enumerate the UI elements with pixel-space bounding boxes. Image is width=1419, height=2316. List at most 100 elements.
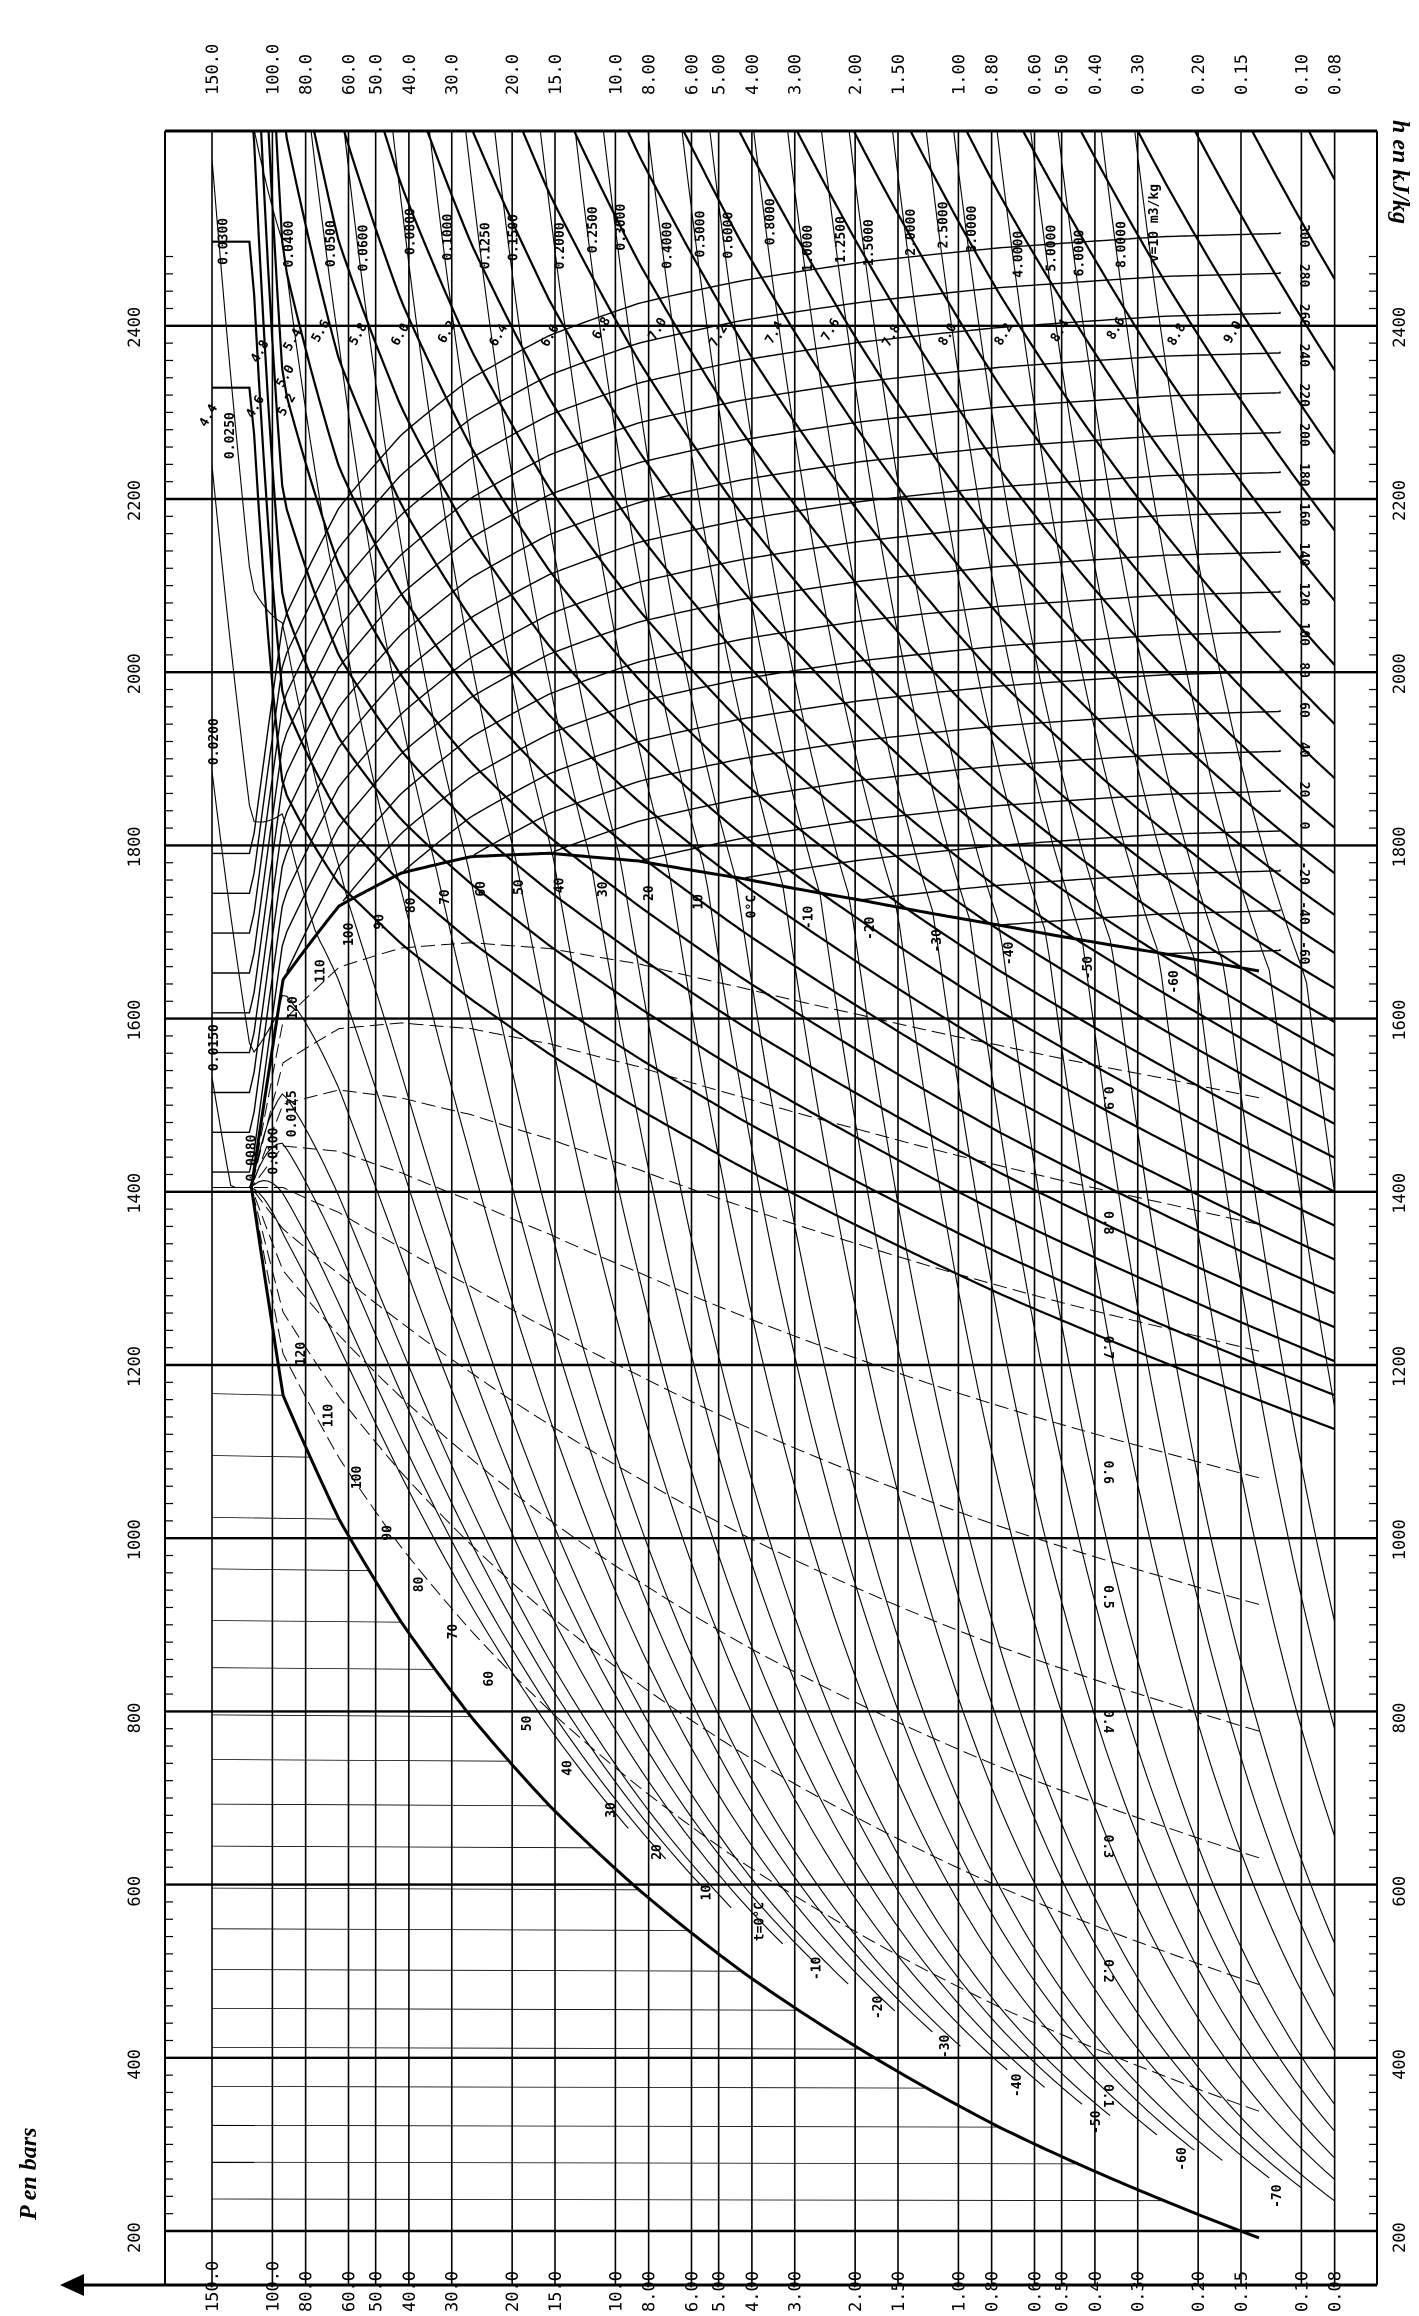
specific-volume-label: 0.0200 <box>207 718 222 765</box>
pressure-tick-label-top: 6.00 <box>682 54 702 95</box>
saturated-vapor-line <box>249 851 1260 1188</box>
saturation-temperature-label-vapor: 60 <box>474 881 489 897</box>
saturated-liquid-line <box>249 1187 1260 2240</box>
quality-label: 0.5 <box>1100 1585 1115 1608</box>
isentrope <box>312 131 1336 1193</box>
saturation-temperature-label: 20 <box>650 1844 665 1860</box>
enthalpy-tick-label-left: 1200 <box>125 1346 145 1387</box>
liquid-isotherm <box>211 2047 861 2050</box>
axes: P en bars h en kJ/kg <box>16 120 1413 2296</box>
saturation-temperature-label: -40 <box>1010 2073 1025 2097</box>
isotherm-label: 180 <box>1296 463 1311 487</box>
pressure-tick-label-top: 0.80 <box>983 54 1003 95</box>
saturation-temperature-label: 40 <box>561 1760 576 1776</box>
saturation-temperature-label: -20 <box>871 1995 886 2019</box>
isochore <box>848 131 1336 2105</box>
isochore <box>681 131 1303 2189</box>
specific-volume-label: 0.6000 <box>722 212 737 259</box>
specific-volume-label: 0.0125 <box>285 1090 300 1137</box>
quality-label: 0.2 <box>1100 1959 1115 1982</box>
specific-volume-label: 0.1250 <box>478 222 493 269</box>
pressure-tick-label-top: 10.0 <box>606 54 626 95</box>
isotherm-label: 0 <box>1296 822 1311 830</box>
isotherm-label: -40 <box>1296 901 1311 925</box>
pressure-tick-label-bottom: 4.00 <box>743 2271 763 2312</box>
isentrope <box>965 131 1336 666</box>
labels: 150.0150.0100.0100.080.080.060.060.050.0… <box>125 44 1410 2312</box>
saturation-temperature-label: 80 <box>412 1576 427 1592</box>
enthalpy-tick-label-right: 800 <box>1390 1703 1410 1734</box>
specific-volume-label: 4.0000 <box>1012 231 1027 278</box>
isochore <box>211 771 784 1945</box>
entropy-label: 5.0 <box>273 362 298 390</box>
isotherm-label: -60 <box>1296 941 1311 965</box>
pressure-tick-label-top: 0.50 <box>1053 54 1073 95</box>
isentrope <box>682 131 1336 916</box>
isotherm-superheated <box>212 232 1281 855</box>
pressure-tick-label-top: 0.30 <box>1129 54 1149 95</box>
enthalpy-tick-label-left: 2200 <box>125 480 145 521</box>
isochore <box>925 131 1336 1998</box>
pressure-tick-label-bottom: 0.10 <box>1292 2271 1312 2312</box>
isotherm-label: 100 <box>1296 622 1311 646</box>
isotherm-label: 80 <box>1296 662 1311 678</box>
saturation-temperature-label: 120 <box>294 1342 309 1366</box>
specific-volume-label: 0.4000 <box>661 222 676 269</box>
y-axis-title: P en bars <box>16 2128 42 2221</box>
saturation-temperature-label: 70 <box>446 1624 461 1640</box>
liquid-isotherm <box>211 1455 311 1458</box>
enthalpy-tick-label-left: 200 <box>125 2222 145 2253</box>
specific-volume-label: 2.5000 <box>937 201 952 248</box>
specific-volume-label: 0.0250 <box>223 412 238 459</box>
isentrope <box>626 131 1336 955</box>
isochore <box>539 131 1158 2136</box>
liquid-isotherm <box>211 1393 284 1396</box>
saturation-temperature-label-vapor: -20 <box>863 916 878 940</box>
isotherm-superheated <box>1002 909 1281 926</box>
isochore <box>212 1180 667 1860</box>
isochore <box>211 465 816 1964</box>
quality-line <box>251 1145 1260 1479</box>
curves <box>211 131 1336 2240</box>
isochore <box>428 131 1045 2088</box>
specific-volume-label: 1.5000 <box>862 219 877 266</box>
quality-line <box>250 1187 1260 1859</box>
isochore <box>953 131 1336 1944</box>
enthalpy-tick-label-right: 1800 <box>1390 826 1410 867</box>
saturation-temperature-label: -30 <box>938 2034 953 2058</box>
isentrope <box>284 131 1336 1227</box>
isentrope <box>212 386 1336 1431</box>
isotherm-superheated <box>473 710 1281 856</box>
isotherm-label: 20 <box>1296 782 1311 798</box>
liquid-isotherm <box>211 1969 742 1972</box>
pressure-tick-label-top: 80.0 <box>297 54 317 95</box>
enthalpy-tick-label-left: 600 <box>125 1876 145 1907</box>
specific-volume-label: 1.2500 <box>834 216 849 263</box>
pressure-tick-label-top: 60.0 <box>339 54 359 95</box>
saturation-temperature-label: -70 <box>1270 2184 1285 2208</box>
specific-volume-label: 0.0600 <box>357 224 372 271</box>
specific-volume-label: 0.8000 <box>764 198 779 245</box>
quality-line <box>250 1089 1260 1352</box>
liquid-isotherm <box>211 1928 689 1931</box>
pressure-tick-label-top: 2.00 <box>846 54 866 95</box>
quality-line <box>250 1022 1260 1225</box>
specific-volume-label: 8.0000 <box>1114 221 1129 268</box>
isentrope <box>382 131 1336 1125</box>
liquid-isotherm <box>211 1759 510 1762</box>
isentrope <box>267 131 1336 1295</box>
liquid-isotherm <box>211 1667 436 1670</box>
isochore <box>1100 131 1336 1408</box>
isochore <box>996 131 1336 1837</box>
pressure-tick-label-bottom: 6.00 <box>682 2271 702 2312</box>
enthalpy-tick-label-right: 600 <box>1390 1876 1410 1907</box>
pressure-tick-label-top: 4.00 <box>743 54 763 95</box>
isentrope <box>521 131 1336 1024</box>
isotherm-label: 200 <box>1296 423 1311 447</box>
isentrope <box>852 131 1336 780</box>
enthalpy-tick-label-left: 1000 <box>125 1519 145 1560</box>
pressure-tick-label-bottom: 8.00 <box>640 2271 660 2312</box>
isochore <box>211 1077 732 1909</box>
pressure-tick-label-bottom: 10.0 <box>606 2271 626 2312</box>
isentrope <box>1136 131 1336 455</box>
